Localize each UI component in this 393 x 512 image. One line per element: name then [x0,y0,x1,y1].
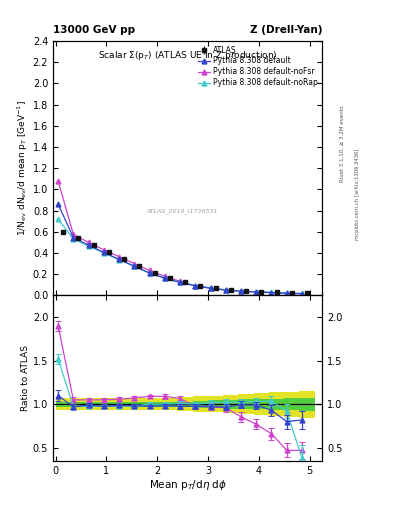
Pythia 8.308 default-noFsr [132,261,137,267]
Text: ATLAS_2019_I1736531: ATLAS_2019_I1736531 [147,208,218,215]
Pythia 8.308 default [254,289,259,295]
Pythia 8.308 default-noFsr [147,267,152,273]
Pythia 8.308 default-noFsr [299,290,304,296]
Pythia 8.308 default [285,290,289,296]
Pythia 8.308 default-noRap [254,289,259,295]
Pythia 8.308 default-noRap [193,283,198,289]
Pythia 8.308 default [193,283,198,289]
Pythia 8.308 default-noRap [285,290,289,296]
Pythia 8.308 default [162,275,167,281]
Pythia 8.308 default-noRap [101,250,106,256]
Pythia 8.308 default [71,234,76,241]
Pythia 8.308 default-noRap [223,287,228,293]
Pythia 8.308 default-noFsr [56,178,61,184]
Pythia 8.308 default [101,249,106,255]
Line: Pythia 8.308 default: Pythia 8.308 default [56,202,304,296]
Text: 13000 GeV pp: 13000 GeV pp [53,25,135,35]
Pythia 8.308 default-noRap [162,275,167,281]
X-axis label: Mean p$_T$/d$\eta$ d$\phi$: Mean p$_T$/d$\eta$ d$\phi$ [149,478,227,493]
Pythia 8.308 default [178,280,182,286]
Pythia 8.308 default-noRap [56,216,61,222]
Pythia 8.308 default-noFsr [208,285,213,291]
Pythia 8.308 default-noFsr [86,239,91,245]
Pythia 8.308 default-noFsr [254,289,259,295]
Pythia 8.308 default [208,285,213,291]
Pythia 8.308 default [56,201,61,207]
Legend: ATLAS, Pythia 8.308 default, Pythia 8.308 default-noFsr, Pythia 8.308 default-no: ATLAS, Pythia 8.308 default, Pythia 8.30… [195,42,321,90]
Pythia 8.308 default-noFsr [285,290,289,296]
Pythia 8.308 default-noRap [269,289,274,295]
Pythia 8.308 default [239,288,243,294]
Pythia 8.308 default-noFsr [269,290,274,296]
Pythia 8.308 default-noRap [178,279,182,285]
Pythia 8.308 default-noFsr [71,231,76,238]
Pythia 8.308 default [147,270,152,276]
Pythia 8.308 default-noRap [299,290,304,296]
Pythia 8.308 default-noFsr [178,278,182,284]
Text: Rivet 3.1.10, ≥ 3.2M events: Rivet 3.1.10, ≥ 3.2M events [340,105,344,182]
Pythia 8.308 default-noRap [132,263,137,269]
Pythia 8.308 default [269,289,274,295]
Text: Z (Drell-Yan): Z (Drell-Yan) [250,25,322,35]
Pythia 8.308 default [223,287,228,293]
Pythia 8.308 default-noFsr [101,247,106,253]
Pythia 8.308 default-noFsr [162,273,167,280]
Pythia 8.308 default-noRap [86,243,91,249]
Y-axis label: 1/N$_{\mathregular{ev}}$ dN$_{\mathregular{ev}}$/d mean p$_T$ [GeV$^{-1}$]: 1/N$_{\mathregular{ev}}$ dN$_{\mathregul… [15,100,30,236]
Pythia 8.308 default-noRap [147,270,152,276]
Line: Pythia 8.308 default-noFsr: Pythia 8.308 default-noFsr [56,179,304,296]
Pythia 8.308 default-noFsr [223,287,228,293]
Pythia 8.308 default-noFsr [239,288,243,294]
Pythia 8.308 default-noFsr [117,253,121,260]
Pythia 8.308 default-noRap [71,236,76,242]
Text: Scalar $\Sigma$(p$_T$) (ATLAS UE in Z production): Scalar $\Sigma$(p$_T$) (ATLAS UE in Z pr… [98,49,277,61]
Pythia 8.308 default [86,242,91,248]
Text: mcplots.cern.ch [arXiv:1306.3436]: mcplots.cern.ch [arXiv:1306.3436] [355,149,360,240]
Pythia 8.308 default [299,290,304,296]
Y-axis label: Ratio to ATLAS: Ratio to ATLAS [21,345,30,411]
Pythia 8.308 default-noRap [208,285,213,291]
Pythia 8.308 default [132,263,137,269]
Pythia 8.308 default-noRap [117,257,121,263]
Pythia 8.308 default-noRap [239,288,243,294]
Pythia 8.308 default-noFsr [193,283,198,289]
Pythia 8.308 default [117,257,121,263]
Line: Pythia 8.308 default-noRap: Pythia 8.308 default-noRap [56,217,304,296]
